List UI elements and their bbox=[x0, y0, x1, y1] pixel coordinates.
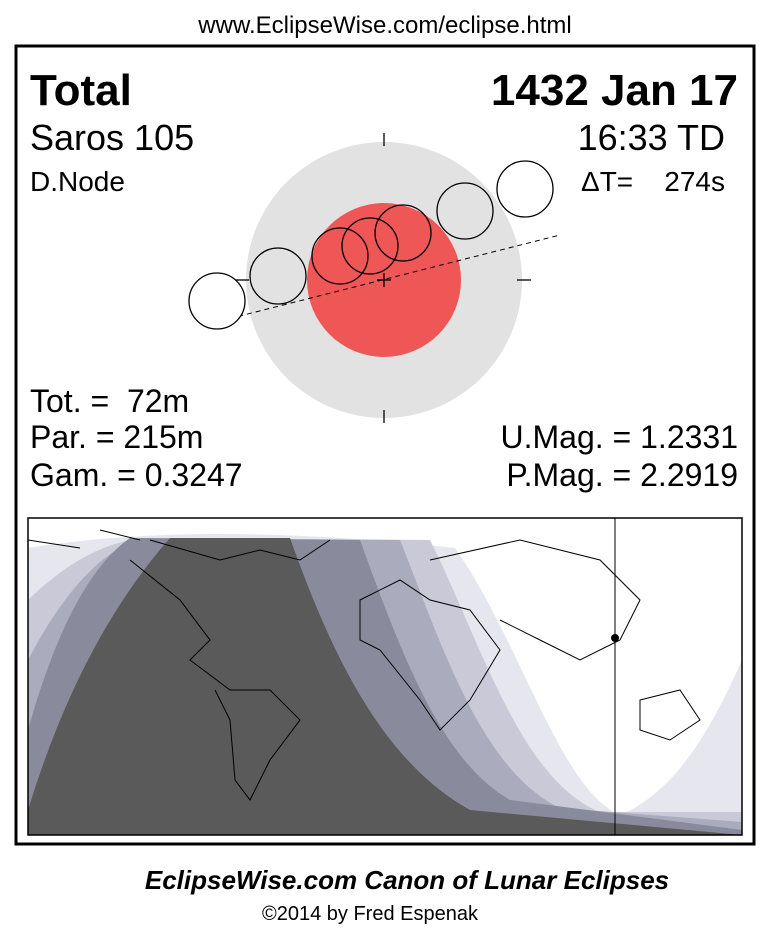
frame bbox=[14, 44, 756, 846]
footer-title: EclipseWise.com Canon of Lunar Eclipses bbox=[145, 865, 669, 895]
delta-t: ΔT= 274s bbox=[581, 166, 725, 197]
penumbral-mag: P.Mag. = 2.2919 bbox=[506, 457, 738, 493]
totality: Tot. = 72m bbox=[30, 383, 189, 419]
eclipse-date: 1432 Jan 17 bbox=[491, 66, 738, 115]
umbral-mag: U.Mag. = 1.2331 bbox=[501, 419, 738, 455]
partial: Par. = 215m bbox=[30, 419, 203, 455]
moon-positions bbox=[188, 160, 554, 330]
node: D.Node bbox=[30, 166, 125, 197]
visibility-map bbox=[27, 517, 743, 836]
eclipse-diagram bbox=[188, 133, 561, 423]
url: www.EclipseWise.com/eclipse.html bbox=[197, 12, 571, 39]
saros: Saros 105 bbox=[30, 117, 194, 158]
eclipse-type: Total bbox=[30, 66, 132, 115]
copyright: ©2014 by Fred Espenak bbox=[262, 903, 479, 925]
time: 16:33 TD bbox=[578, 117, 725, 158]
gamma: Gam. = 0.3247 bbox=[30, 457, 243, 493]
